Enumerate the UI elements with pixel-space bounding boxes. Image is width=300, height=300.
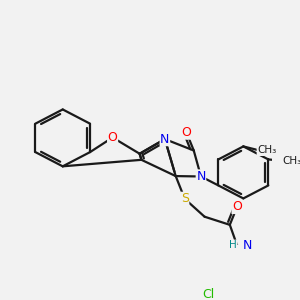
Text: O: O [182,126,191,139]
Text: S: S [181,192,189,205]
Text: N: N [196,170,206,183]
Text: O: O [232,200,242,214]
Text: CH₃: CH₃ [282,156,300,166]
Text: CH₃: CH₃ [257,146,276,155]
Text: N: N [160,133,170,146]
Text: O: O [108,131,118,144]
Text: Cl: Cl [202,288,214,300]
Text: H: H [229,240,237,250]
Text: N: N [242,238,252,252]
